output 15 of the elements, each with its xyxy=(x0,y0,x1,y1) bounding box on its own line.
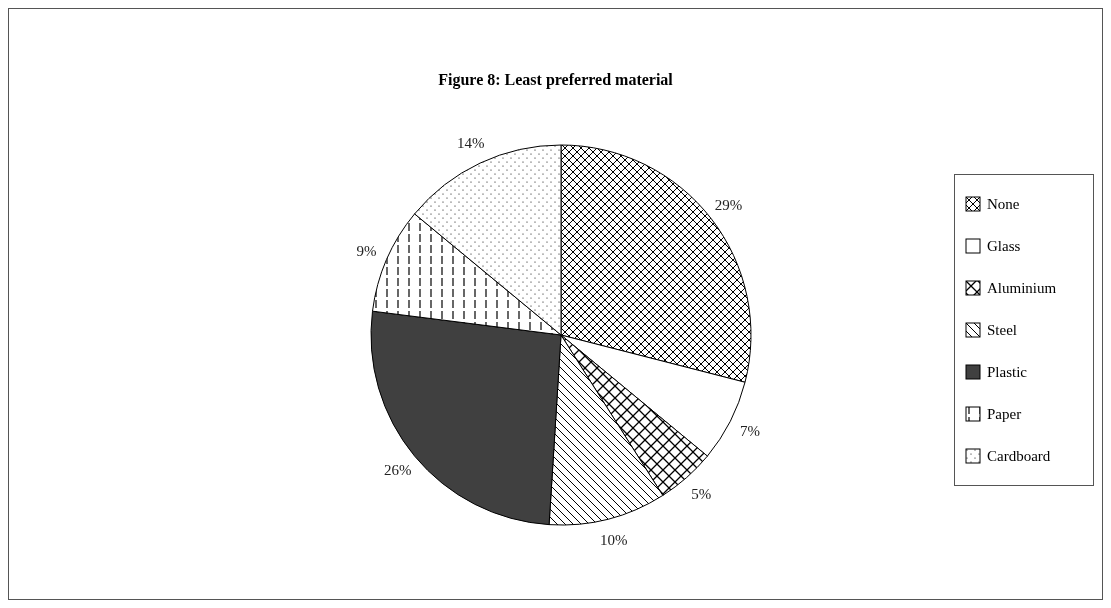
legend-label: Paper xyxy=(987,405,1022,423)
legend-label: Cardboard xyxy=(987,447,1051,465)
data-label: 7% xyxy=(739,423,760,440)
data-label: 29% xyxy=(714,197,743,214)
legend-label: Glass xyxy=(987,237,1021,255)
legend-label: Steel xyxy=(987,321,1017,339)
data-label: 14% xyxy=(456,135,485,152)
legend-label: Plastic xyxy=(987,363,1027,381)
data-label: 26% xyxy=(383,462,412,479)
data-label: 10% xyxy=(599,532,628,549)
legend-label: None xyxy=(987,195,1020,213)
legend-label: Aluminium xyxy=(987,279,1057,297)
data-label: 5% xyxy=(691,486,712,503)
data-label: 9% xyxy=(356,242,377,259)
chart-title: Figure 8: Least preferred material xyxy=(437,71,674,89)
